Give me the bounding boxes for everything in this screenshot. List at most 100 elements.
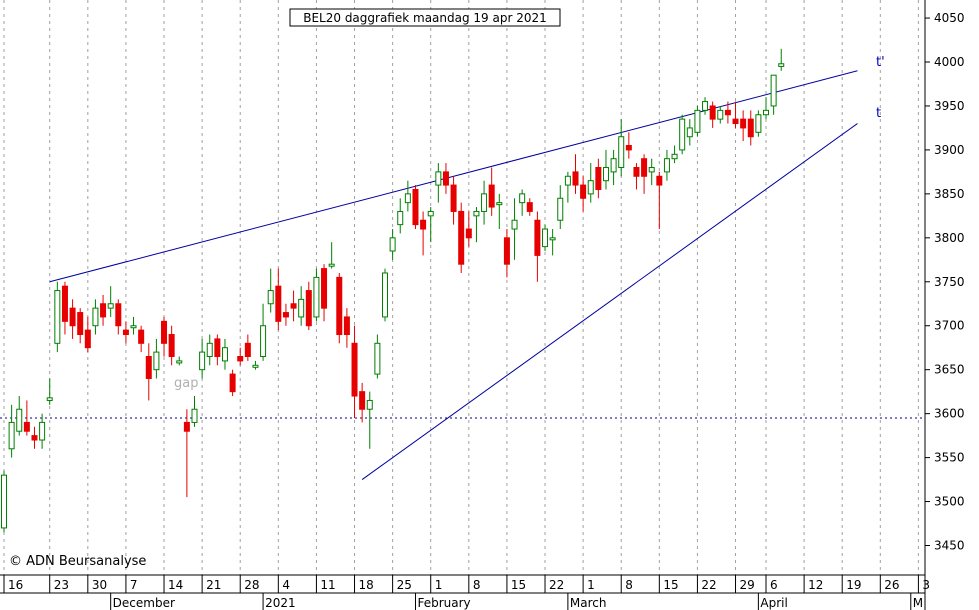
candle-body bbox=[465, 228, 472, 239]
candle-body bbox=[214, 338, 221, 357]
candle bbox=[321, 264, 328, 322]
candle bbox=[328, 242, 335, 269]
gap-annotation: gap bbox=[174, 376, 198, 391]
candle bbox=[282, 303, 289, 326]
candle bbox=[107, 286, 114, 317]
candle-body bbox=[534, 219, 541, 256]
candle-body bbox=[671, 153, 678, 160]
candle-body bbox=[382, 272, 388, 318]
candle-body bbox=[526, 202, 533, 212]
candle-body bbox=[328, 263, 335, 267]
candle bbox=[450, 176, 457, 225]
candle-body bbox=[191, 408, 198, 423]
candle bbox=[488, 167, 495, 216]
candle-body bbox=[92, 307, 99, 327]
y-tick-label: 3500 bbox=[934, 495, 965, 509]
x-tick-label: 21 bbox=[206, 578, 221, 592]
x-tick-label: 14 bbox=[168, 578, 183, 592]
candle-body bbox=[686, 127, 693, 138]
candle-body bbox=[717, 109, 724, 120]
candle bbox=[397, 198, 404, 234]
x-tick-label: 25 bbox=[397, 578, 412, 592]
x-tick-label: 11 bbox=[320, 578, 335, 592]
x-tick-label: 8 bbox=[473, 578, 481, 592]
candle-body bbox=[267, 290, 274, 305]
candle bbox=[420, 211, 427, 256]
candle-body bbox=[100, 303, 107, 318]
candle bbox=[267, 268, 274, 313]
x-tick-label: 28 bbox=[244, 578, 259, 592]
candle-body bbox=[496, 202, 503, 206]
candle-body bbox=[77, 312, 84, 336]
month-axis: December 2021 February March April M bbox=[110, 593, 923, 610]
candle bbox=[778, 48, 785, 71]
candle-body bbox=[84, 329, 91, 349]
candle bbox=[740, 110, 747, 142]
candle bbox=[183, 409, 190, 498]
candle bbox=[23, 400, 30, 436]
candle-body bbox=[183, 421, 190, 432]
x-tick-label: 16 bbox=[8, 578, 23, 592]
y-tick-label: 3750 bbox=[934, 275, 965, 289]
candle-body bbox=[397, 210, 404, 226]
y-tick-label: 4000 bbox=[934, 55, 965, 69]
candle-body bbox=[69, 307, 76, 327]
x-tick-label: 4 bbox=[282, 578, 290, 592]
candle bbox=[374, 334, 381, 379]
candle bbox=[610, 149, 617, 186]
candle bbox=[587, 163, 594, 203]
candle-body bbox=[557, 197, 564, 221]
candle-body bbox=[618, 136, 625, 168]
candle-body bbox=[602, 166, 609, 182]
title-box bbox=[289, 8, 561, 27]
candle-body bbox=[115, 303, 122, 327]
candle bbox=[1, 470, 7, 533]
candle-body bbox=[8, 421, 15, 450]
candle bbox=[351, 325, 358, 419]
y-tick-label: 3450 bbox=[934, 539, 965, 553]
candle bbox=[54, 281, 61, 353]
candle-body bbox=[755, 114, 762, 133]
candle-body bbox=[252, 364, 259, 368]
candle bbox=[770, 74, 777, 115]
candle-body bbox=[648, 166, 655, 173]
candle-body bbox=[610, 158, 617, 173]
candle bbox=[366, 391, 373, 449]
candle-body bbox=[625, 145, 632, 151]
candle bbox=[412, 185, 419, 230]
x-tick-label: 1 bbox=[587, 578, 595, 592]
x-tick-label: 30 bbox=[92, 578, 107, 592]
candle-body bbox=[23, 421, 30, 432]
x-tick-label: 12 bbox=[808, 578, 823, 592]
candle-body bbox=[275, 285, 282, 322]
candle bbox=[709, 101, 716, 128]
candle-body bbox=[641, 158, 648, 177]
candle-body bbox=[298, 298, 305, 318]
candle bbox=[747, 110, 754, 146]
candle-body bbox=[633, 166, 640, 177]
candle-body bbox=[260, 325, 267, 357]
candle-body bbox=[221, 347, 228, 362]
candle bbox=[564, 171, 571, 203]
candle bbox=[69, 299, 76, 339]
candle-body bbox=[336, 276, 343, 336]
y-tick-label: 3550 bbox=[934, 451, 965, 465]
candle bbox=[191, 396, 198, 427]
candle bbox=[359, 382, 366, 423]
candle bbox=[702, 97, 709, 115]
candle bbox=[694, 105, 701, 137]
candle bbox=[115, 299, 122, 335]
candle bbox=[481, 180, 488, 225]
candle bbox=[122, 321, 129, 344]
candle bbox=[100, 294, 107, 326]
month-label: April bbox=[760, 596, 787, 610]
y-axis: 3450 3500 3550 3600 3650 3700 3750 3800 3850 3900… bbox=[925, 11, 965, 553]
candle-body bbox=[724, 109, 731, 116]
x-axis: 16 23 30 7 14 21 28 4 11 18 25 1 8 15 22 1 8 15 22 29 6 12 19 2… bbox=[3, 575, 930, 593]
candle bbox=[305, 281, 312, 331]
candle bbox=[427, 207, 434, 243]
candle-body bbox=[442, 171, 449, 186]
candle bbox=[442, 163, 449, 194]
x-tick-label: 22 bbox=[701, 578, 716, 592]
candle-body bbox=[138, 329, 145, 344]
